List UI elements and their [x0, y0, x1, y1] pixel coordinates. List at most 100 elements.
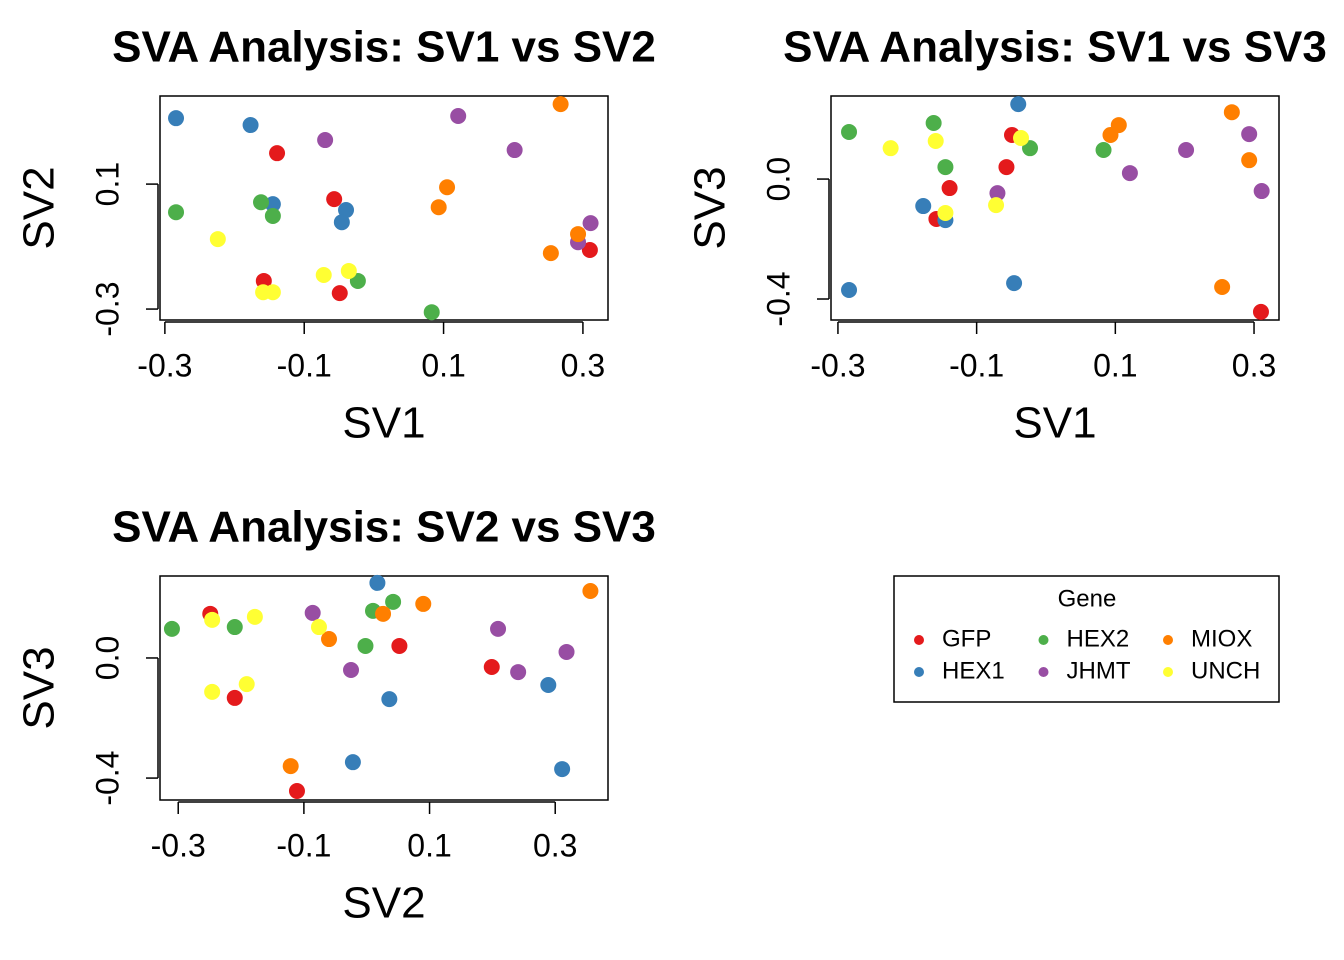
x-tick-label: -0.3: [151, 827, 206, 863]
point: [253, 194, 270, 211]
y-tick-label: 0.1: [89, 162, 125, 206]
y-tick-label: -0.3: [89, 281, 125, 336]
y-tick-label: 0.0: [89, 636, 125, 680]
point: [338, 202, 355, 219]
plot-box: [159, 575, 609, 801]
legend-label: JHMT: [1067, 657, 1131, 684]
point: [226, 619, 243, 636]
point: [340, 262, 357, 279]
point: [288, 782, 305, 799]
point: [1102, 126, 1119, 143]
x-tick-label: 0.1: [1093, 347, 1137, 383]
y-axis-label: SV2: [15, 166, 64, 249]
point: [941, 180, 958, 197]
x-tick-label: -0.3: [137, 347, 192, 383]
point: [246, 608, 263, 625]
point: [998, 159, 1015, 176]
x-tick-label: -0.3: [810, 347, 865, 383]
chart-title: SVA Analysis: SV1 vs SV3: [783, 23, 1327, 72]
point: [540, 676, 557, 693]
x-tick-label: -0.1: [277, 347, 332, 383]
point: [1178, 141, 1195, 158]
point: [439, 179, 456, 196]
x-tick-label: 0.3: [533, 827, 577, 863]
legend-marker: [1038, 635, 1049, 645]
point: [450, 107, 467, 124]
point: [927, 132, 944, 149]
point: [1010, 96, 1027, 113]
point: [552, 96, 569, 113]
chart-title: SVA Analysis: SV2 vs SV3: [112, 503, 656, 552]
x-tick-label: -0.1: [949, 347, 1004, 383]
panel: SVA Analysis: SV1 vs SV3 -0.3 -0.1 0.1 0.3 -0…: [686, 23, 1327, 448]
point: [381, 691, 398, 708]
point: [415, 595, 432, 612]
point: [317, 132, 334, 149]
point: [490, 620, 507, 637]
point: [357, 637, 374, 654]
point: [1241, 126, 1258, 143]
x-tick-label: -0.1: [276, 827, 331, 863]
point: [304, 604, 321, 621]
point: [333, 214, 350, 231]
point: [506, 142, 523, 159]
legend-box: [893, 575, 1280, 703]
point: [841, 123, 858, 140]
point: [1241, 152, 1258, 169]
point: [1006, 275, 1023, 292]
point: [937, 204, 954, 221]
legend-marker: [1038, 667, 1049, 677]
point: [242, 117, 259, 134]
point: [483, 658, 500, 675]
point: [988, 197, 1005, 214]
point: [343, 661, 360, 678]
y-tick-label: -0.4: [89, 751, 125, 806]
plot-box: [830, 95, 1280, 321]
point: [369, 574, 386, 591]
point: [226, 689, 243, 706]
point: [204, 611, 221, 628]
point: [582, 583, 599, 600]
point: [1121, 165, 1138, 182]
point: [264, 207, 281, 224]
point: [570, 226, 587, 243]
legend-marker: [914, 635, 924, 645]
x-tick-label: 0.1: [407, 827, 451, 863]
point: [264, 284, 281, 301]
x-axis-label: SV1: [342, 399, 425, 448]
point: [510, 664, 527, 681]
point: [841, 282, 858, 299]
legend-marker: [1163, 635, 1173, 645]
point: [882, 140, 899, 157]
legend-marker: [1163, 667, 1173, 677]
point: [331, 285, 348, 302]
point: [423, 304, 440, 321]
y-axis-label: SV3: [686, 166, 735, 249]
legend-label: UNCH: [1191, 657, 1260, 684]
point: [385, 593, 402, 610]
point: [310, 619, 327, 636]
point: [554, 761, 571, 778]
panel: SVA Analysis: SV1 vs SV2 -0.3 -0.1 0.1 0.3 -0…: [15, 23, 656, 448]
point: [1253, 183, 1270, 200]
point: [1214, 279, 1231, 296]
point: [163, 620, 180, 637]
point: [269, 145, 286, 162]
point: [1013, 129, 1030, 146]
legend-label: MIOX: [1191, 625, 1252, 652]
point: [168, 204, 185, 221]
point: [937, 159, 954, 176]
point: [209, 231, 226, 248]
point: [391, 637, 408, 654]
point: [204, 683, 221, 700]
point: [925, 114, 942, 131]
point: [326, 191, 343, 208]
point: [1223, 104, 1240, 121]
y-axis-label: SV3: [15, 646, 64, 729]
point: [1252, 303, 1269, 320]
point: [375, 605, 392, 622]
point: [315, 267, 332, 284]
plot-box: [159, 95, 609, 321]
point: [430, 199, 447, 216]
